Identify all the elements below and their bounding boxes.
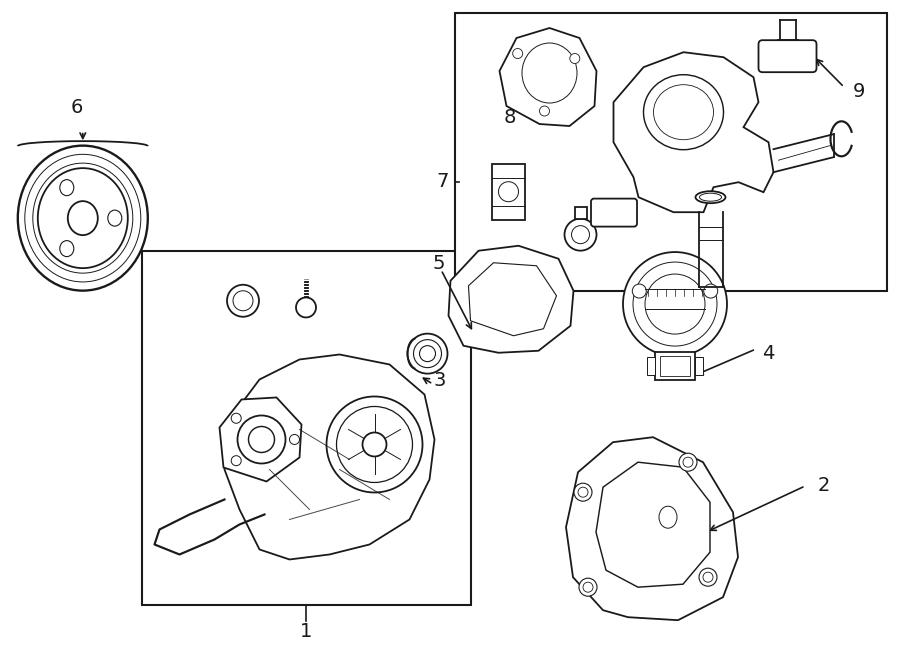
Circle shape xyxy=(408,334,447,373)
Circle shape xyxy=(578,487,588,497)
Bar xyxy=(142,251,471,605)
Text: 5: 5 xyxy=(433,254,446,272)
Circle shape xyxy=(633,284,646,298)
Circle shape xyxy=(238,416,285,463)
Ellipse shape xyxy=(699,193,722,201)
Circle shape xyxy=(574,483,592,501)
Circle shape xyxy=(233,291,253,311)
FancyBboxPatch shape xyxy=(759,40,816,72)
Circle shape xyxy=(583,582,593,592)
Polygon shape xyxy=(500,28,597,126)
Circle shape xyxy=(564,219,597,251)
Text: 4: 4 xyxy=(762,344,775,363)
Polygon shape xyxy=(596,462,710,587)
Bar xyxy=(655,352,695,380)
Polygon shape xyxy=(469,263,556,336)
Circle shape xyxy=(703,572,713,582)
Circle shape xyxy=(327,397,422,492)
Circle shape xyxy=(248,426,274,453)
Ellipse shape xyxy=(59,241,74,256)
Text: 8: 8 xyxy=(504,108,517,127)
Bar xyxy=(660,356,690,376)
Circle shape xyxy=(683,457,693,467)
Bar xyxy=(492,164,525,219)
Ellipse shape xyxy=(68,201,98,235)
Circle shape xyxy=(231,455,241,466)
Circle shape xyxy=(290,434,300,444)
Ellipse shape xyxy=(18,145,148,291)
Circle shape xyxy=(363,432,386,457)
Polygon shape xyxy=(224,354,435,559)
Bar xyxy=(647,357,655,375)
Circle shape xyxy=(704,284,717,298)
Text: 1: 1 xyxy=(300,622,312,641)
Bar xyxy=(574,207,587,219)
Ellipse shape xyxy=(59,180,74,196)
Text: 9: 9 xyxy=(853,82,866,100)
Polygon shape xyxy=(448,246,573,353)
Circle shape xyxy=(679,453,697,471)
Circle shape xyxy=(513,48,523,59)
Circle shape xyxy=(570,54,580,63)
Text: 6: 6 xyxy=(70,98,83,116)
Polygon shape xyxy=(566,437,738,620)
Bar xyxy=(695,357,703,375)
Circle shape xyxy=(699,568,717,586)
Text: 7: 7 xyxy=(436,173,448,191)
Circle shape xyxy=(296,297,316,317)
Ellipse shape xyxy=(108,210,122,226)
Text: 2: 2 xyxy=(817,477,830,495)
Ellipse shape xyxy=(38,168,128,268)
Circle shape xyxy=(623,252,727,356)
Circle shape xyxy=(539,106,550,116)
Circle shape xyxy=(231,413,241,423)
Polygon shape xyxy=(220,397,302,481)
Bar xyxy=(454,13,886,291)
FancyBboxPatch shape xyxy=(591,198,637,227)
Text: 3: 3 xyxy=(433,371,446,389)
Ellipse shape xyxy=(696,191,725,203)
Circle shape xyxy=(579,578,597,596)
Circle shape xyxy=(227,285,259,317)
Polygon shape xyxy=(614,52,773,212)
